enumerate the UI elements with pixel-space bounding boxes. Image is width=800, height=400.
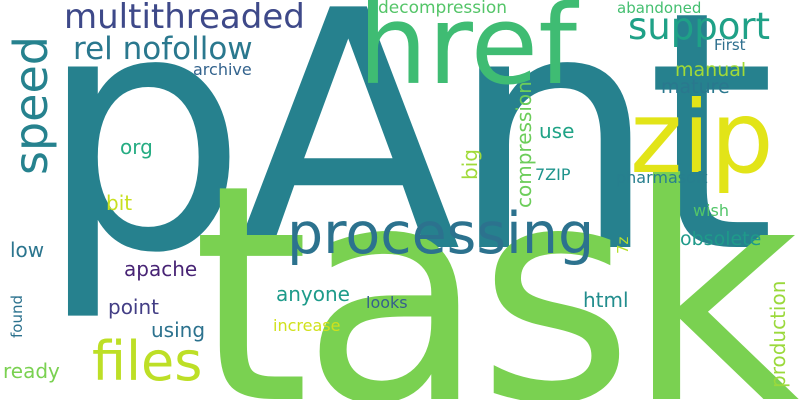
word-pharmasoft: pharmasoft [616, 168, 708, 187]
word-first: First [714, 36, 746, 54]
word-increase: increase [273, 316, 341, 335]
word-files: files [92, 330, 203, 393]
word-low: low [10, 238, 45, 262]
word-task: task [192, 121, 799, 400]
word-anyone: anyone [276, 282, 350, 306]
word-compression: compression [512, 81, 536, 208]
word-org: org [120, 135, 153, 159]
word-ready: ready [3, 359, 60, 383]
word-manual: manual [675, 59, 747, 81]
word-apache: apache [124, 257, 198, 281]
word-rel-nofollow: rel nofollow [73, 31, 253, 67]
word-href: href [358, 0, 577, 109]
word-bit: bit [106, 191, 133, 215]
word-decompression: decompression [378, 0, 508, 18]
word-speed: speed [4, 36, 58, 175]
word-found: found [8, 295, 26, 338]
word-multithreaded: multithreaded [64, 0, 305, 37]
word-support: support [628, 5, 771, 48]
word-pant: pAnt [38, 0, 776, 325]
word-looks: looks [366, 293, 408, 312]
word-7zip: 7ZIP [535, 165, 571, 184]
word-7z: 7z [614, 236, 632, 254]
word-wish: wish [693, 201, 730, 220]
word-big: big [458, 149, 482, 180]
word-processing: processing [287, 201, 595, 267]
word-point: point [108, 295, 160, 319]
word-using: using [151, 318, 206, 342]
word-archive: archive [193, 60, 252, 79]
word-zip: zip [630, 79, 774, 196]
word-production: production [766, 280, 790, 388]
word-obsolete: obsolete [680, 228, 762, 250]
word-html: html [583, 288, 629, 312]
word-mature: mature [661, 76, 730, 98]
word-abandoned: abandoned [617, 0, 702, 17]
word-use: use [539, 119, 575, 143]
